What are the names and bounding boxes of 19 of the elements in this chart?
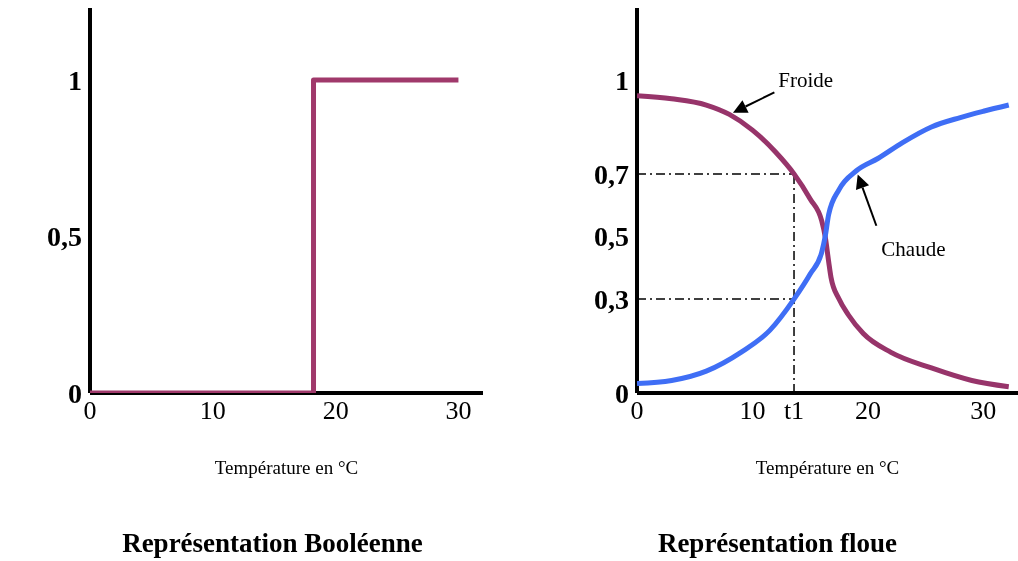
y-tick-label: 0,7	[594, 158, 629, 190]
y-tick-label: 0,3	[594, 284, 629, 316]
x-tick-label: 20	[854, 396, 881, 426]
y-tick-label: 1	[68, 64, 82, 96]
text: Représentation Booléenne	[121, 528, 424, 559]
text: Chaude	[881, 236, 946, 261]
y-tick-label: 0,5	[594, 221, 629, 253]
x-axis-title: Température en °C	[214, 457, 359, 478]
y-tick-label: 1	[615, 64, 629, 96]
x-tick-label: 20	[322, 396, 349, 426]
y-tick-label: 0,5	[47, 221, 82, 253]
x-tick-label: 10	[199, 396, 226, 426]
x-axis-title: Température en °C	[755, 457, 900, 478]
text: Froide	[778, 68, 834, 93]
x-tick-label: t1	[783, 396, 805, 426]
x-tick-label: 30	[970, 396, 997, 426]
text: Représentation floue	[656, 528, 899, 559]
x-tick-label: 30	[445, 396, 472, 426]
x-tick-label: 10	[739, 396, 766, 426]
